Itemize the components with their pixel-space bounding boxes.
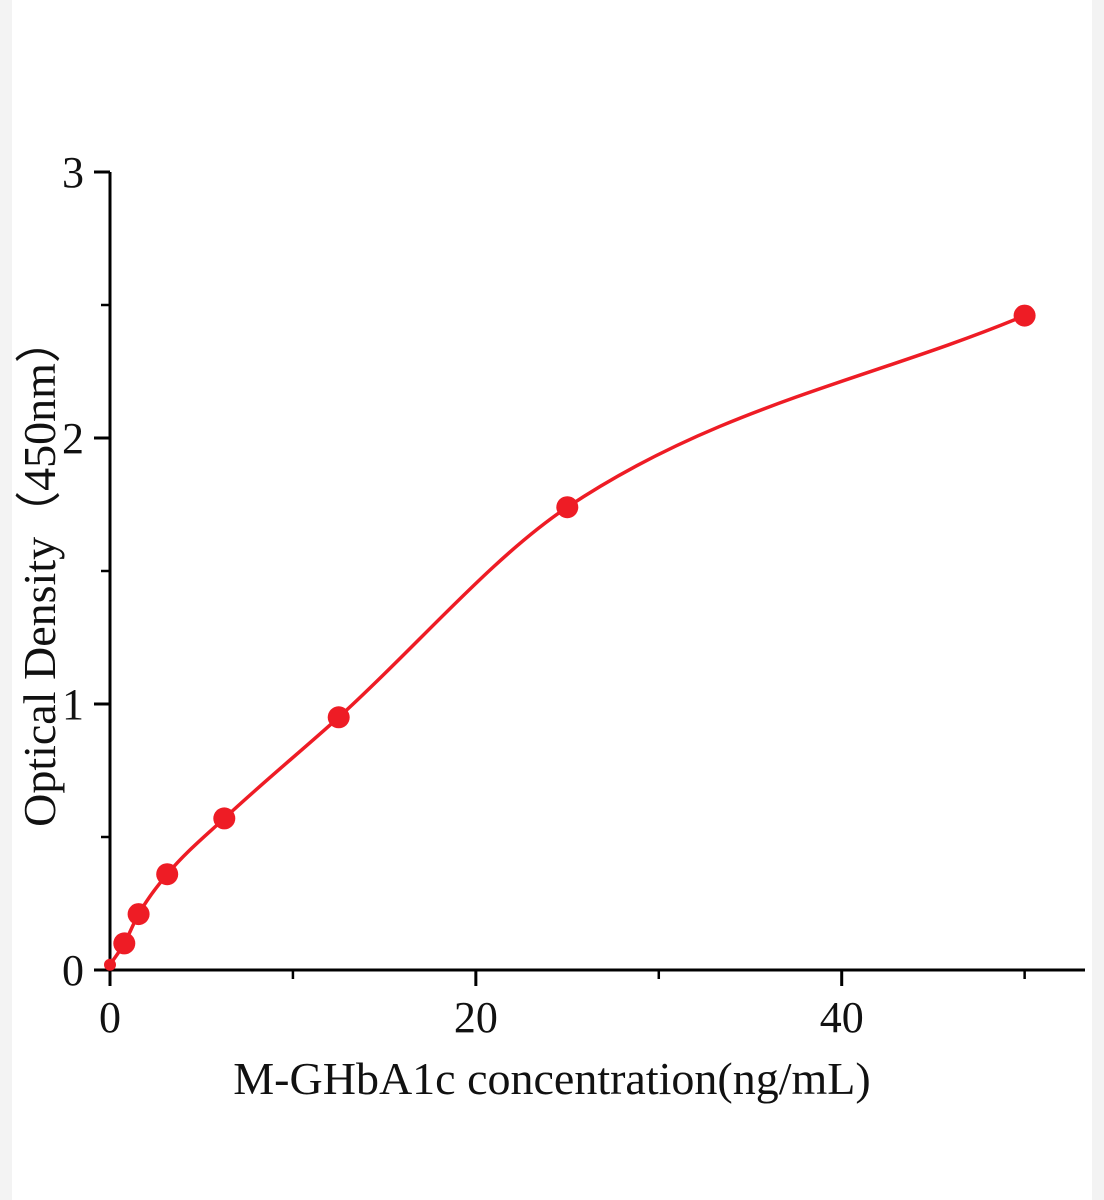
data-point <box>213 807 236 830</box>
y-tick-label: 2 <box>62 414 84 463</box>
data-point <box>127 903 150 926</box>
y-tick-label: 1 <box>62 680 84 729</box>
x-tick-label: 20 <box>454 993 498 1042</box>
data-point <box>1013 304 1036 327</box>
x-axis-title: M-GHbA1c concentration(ng/mL) <box>233 1053 871 1104</box>
left-edge-strip <box>0 0 12 1200</box>
right-edge-strip <box>1092 0 1104 1200</box>
data-point <box>327 706 350 729</box>
data-point <box>556 496 579 519</box>
x-tick-label: 0 <box>99 993 121 1042</box>
data-point <box>113 932 136 955</box>
y-tick-label: 3 <box>62 148 84 197</box>
fit-curve <box>108 313 1027 967</box>
x-tick-label: 40 <box>820 993 864 1042</box>
y-axis-title: Optical Density（450nm） <box>14 317 65 827</box>
data-point <box>104 958 116 971</box>
data-point <box>156 863 179 886</box>
y-tick-label: 0 <box>62 946 84 995</box>
